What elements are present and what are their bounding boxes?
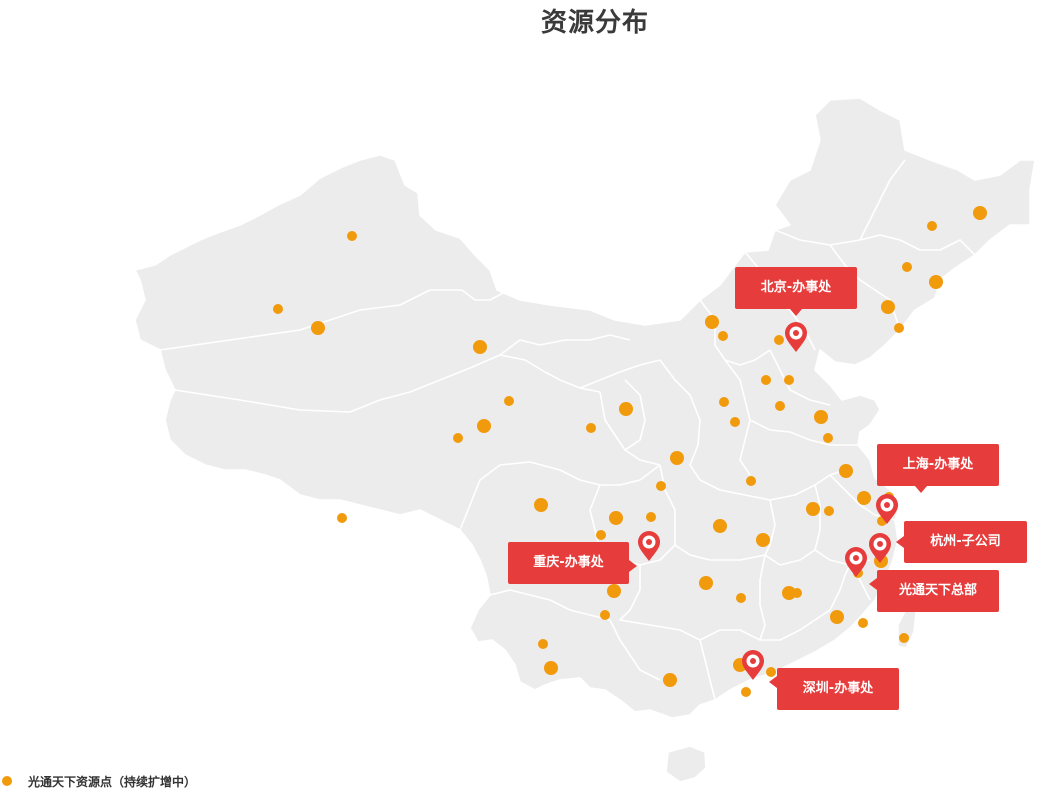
resource-dot bbox=[607, 584, 621, 598]
resource-dot bbox=[473, 340, 487, 354]
resource-dot bbox=[609, 511, 623, 525]
resource-dot bbox=[806, 502, 820, 516]
resource-dot bbox=[899, 633, 909, 643]
shenzhen-office-label: 深圳-办事处 bbox=[802, 681, 874, 696]
resource-dot bbox=[596, 530, 606, 540]
resource-dot bbox=[814, 410, 828, 424]
resource-dot bbox=[544, 661, 558, 675]
resource-dot bbox=[853, 568, 863, 578]
hainan-island bbox=[665, 745, 707, 783]
resource-dot bbox=[646, 512, 656, 522]
resource-dot bbox=[830, 610, 844, 624]
resource-dot bbox=[766, 667, 776, 677]
resource-dot bbox=[586, 423, 596, 433]
resource-dot bbox=[477, 419, 491, 433]
beijing-office-label: 北京-办事处 bbox=[760, 280, 832, 295]
resource-dot bbox=[504, 396, 514, 406]
resource-dot bbox=[973, 206, 987, 220]
resource-dot bbox=[746, 476, 756, 486]
resource-dot bbox=[733, 658, 747, 672]
shanghai-office-callout[interactable]: 上海-办事处 bbox=[877, 444, 999, 493]
resource-dot bbox=[538, 639, 548, 649]
resource-dot bbox=[718, 331, 728, 341]
resource-dot bbox=[699, 576, 713, 590]
headquarters-callout[interactable]: 光通天下总部 bbox=[869, 570, 999, 612]
resource-dot bbox=[453, 433, 463, 443]
resource-dot bbox=[761, 375, 771, 385]
resource-dot bbox=[884, 492, 894, 502]
hangzhou-office-callout[interactable]: 杭州-子公司 bbox=[896, 521, 1027, 563]
resource-dot bbox=[792, 588, 802, 598]
resource-dot bbox=[857, 491, 871, 505]
resource-dot bbox=[600, 610, 610, 620]
resource-dot bbox=[713, 519, 727, 533]
legend-label: 光通天下资源点（持续扩增中） bbox=[28, 774, 197, 789]
beijing-office-callout[interactable]: 北京-办事处 bbox=[735, 267, 857, 316]
resource-dot bbox=[741, 687, 751, 697]
resource-dot bbox=[775, 401, 785, 411]
chongqing-office-label: 重庆-办事处 bbox=[533, 555, 604, 570]
resource-dot bbox=[756, 533, 770, 547]
resource-dot bbox=[881, 300, 895, 314]
orange-dot-icon bbox=[2, 776, 12, 786]
headquarters-label: 光通天下总部 bbox=[898, 583, 977, 598]
legend: 光通天下资源点（持续扩增中） bbox=[0, 772, 196, 790]
resource-dot bbox=[670, 451, 684, 465]
resource-dot bbox=[656, 481, 666, 491]
resource-dot bbox=[858, 618, 868, 628]
resource-dot bbox=[311, 321, 325, 335]
hangzhou-office-label: 杭州-子公司 bbox=[930, 534, 1001, 549]
shanghai-office-label: 上海-办事处 bbox=[902, 457, 974, 472]
resource-dot bbox=[823, 433, 833, 443]
resource-dot bbox=[894, 323, 904, 333]
resource-dot bbox=[929, 275, 943, 289]
resource-dot bbox=[902, 262, 912, 272]
shenzhen-office-callout[interactable]: 深圳-办事处 bbox=[769, 668, 899, 710]
resource-dot bbox=[774, 335, 784, 345]
resource-dot bbox=[782, 586, 796, 600]
chongqing-office-callout[interactable]: 重庆-办事处 bbox=[508, 542, 637, 584]
resource-dot bbox=[736, 593, 746, 603]
resource-dot bbox=[663, 673, 677, 687]
resource-dot bbox=[337, 513, 347, 523]
resource-dot bbox=[719, 397, 729, 407]
resource-dot bbox=[784, 375, 794, 385]
resource-dot bbox=[877, 516, 887, 526]
resource-dot bbox=[534, 498, 548, 512]
resource-dot bbox=[824, 506, 834, 516]
resource-dot bbox=[730, 417, 740, 427]
resource-dot bbox=[874, 554, 888, 568]
resource-dot bbox=[839, 464, 853, 478]
page-title: 资源分布 bbox=[540, 8, 649, 38]
resource-dot bbox=[619, 402, 633, 416]
resource-dot bbox=[927, 221, 937, 231]
resource-dot bbox=[347, 231, 357, 241]
resource-dot bbox=[705, 315, 719, 329]
resource-dot bbox=[273, 304, 283, 314]
